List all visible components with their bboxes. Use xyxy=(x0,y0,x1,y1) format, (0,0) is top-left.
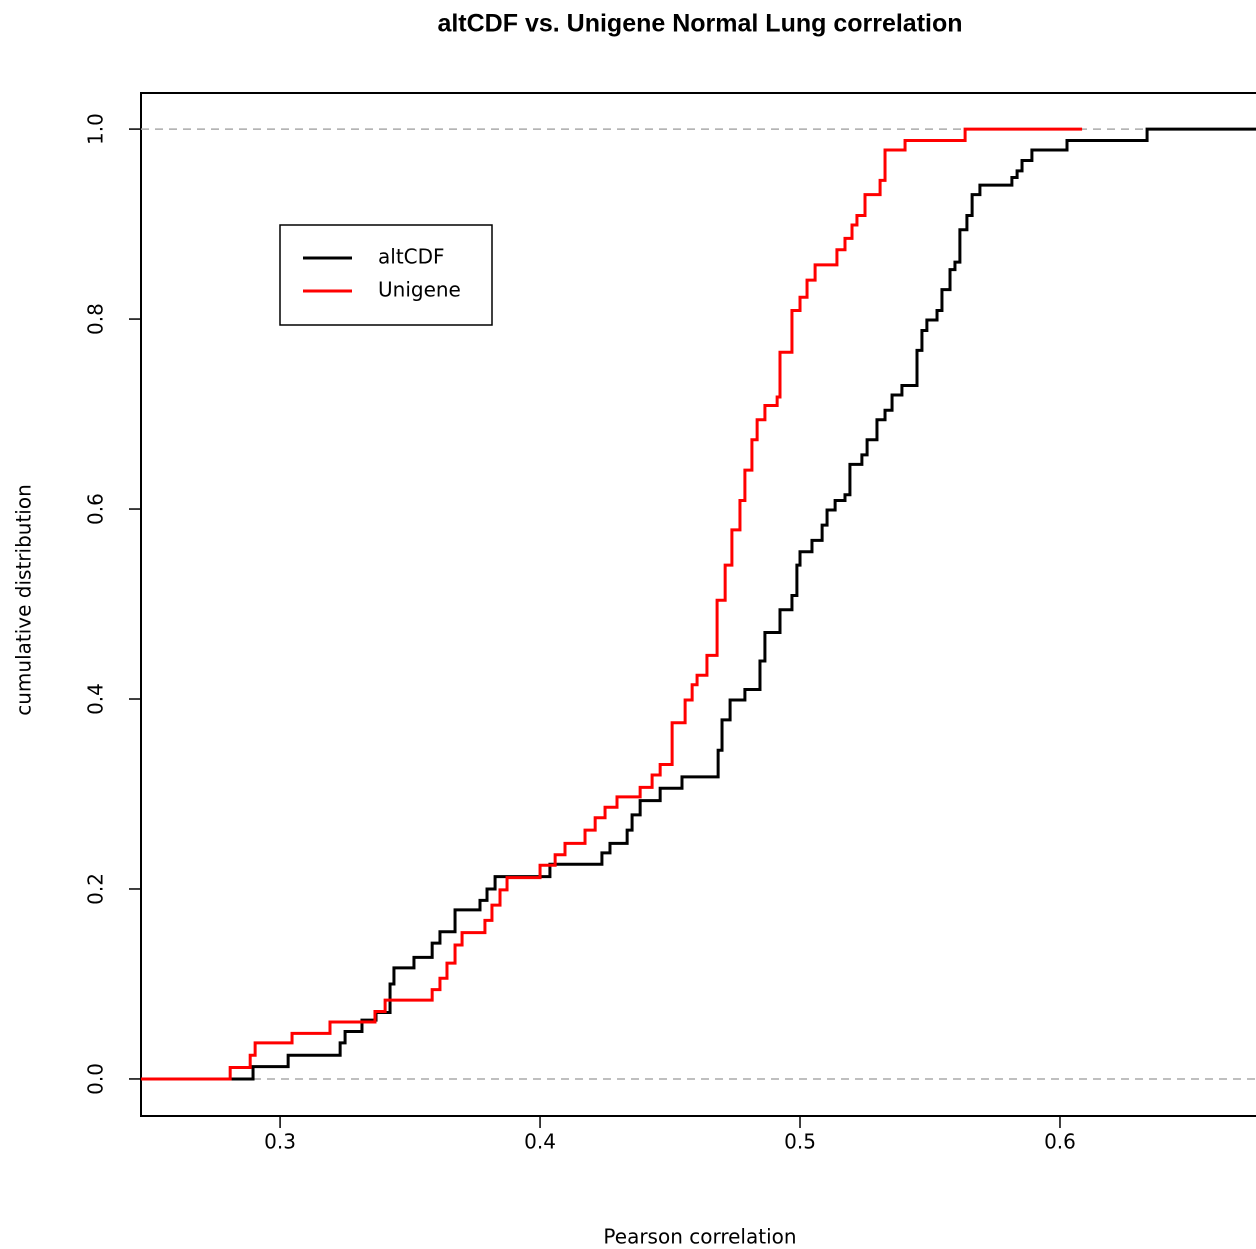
y-tick-label: 1.0 xyxy=(84,113,108,145)
ecdf-line xyxy=(141,127,1083,1081)
x-tick-label: 0.4 xyxy=(524,1130,556,1154)
chart-title: altCDF vs. Unigene Normal Lung correlati… xyxy=(437,10,962,38)
y-tick-label: 0.8 xyxy=(84,303,108,335)
y-axis-label: cumulative distribution xyxy=(12,484,36,716)
x-tick-label: 0.3 xyxy=(264,1130,296,1154)
y-tick-label: 0.2 xyxy=(84,873,108,905)
legend-label: Unigene xyxy=(378,278,461,302)
plot-frame xyxy=(140,92,1256,1117)
x-tick-label: 0.6 xyxy=(1044,1130,1076,1154)
x-tick-label: 0.5 xyxy=(784,1130,816,1154)
legend-label: altCDF xyxy=(378,245,445,269)
ecdf-line xyxy=(141,127,1256,1081)
x-axis-label: Pearson correlation xyxy=(603,1225,796,1249)
legend-box xyxy=(279,224,493,326)
y-tick-label: 0.6 xyxy=(84,493,108,525)
y-tick-label: 0.0 xyxy=(84,1063,108,1095)
y-tick-label: 0.4 xyxy=(84,683,108,715)
